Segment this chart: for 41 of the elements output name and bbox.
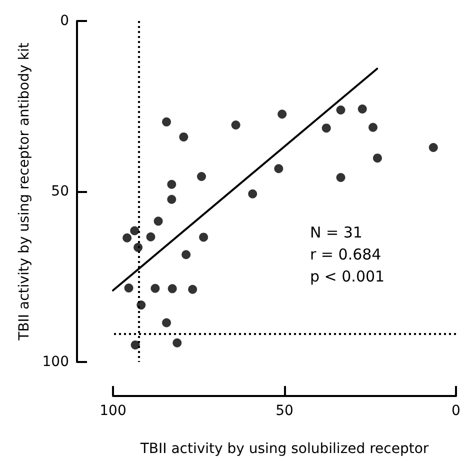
point <box>172 338 182 348</box>
point <box>162 318 172 328</box>
point <box>168 284 177 294</box>
point <box>130 226 140 236</box>
point <box>182 250 191 260</box>
annotation: r = 0.684 <box>310 246 382 264</box>
y-tick-label: 100 <box>42 354 69 370</box>
point <box>124 284 134 292</box>
y-tick-label: 50 <box>51 184 69 200</box>
point <box>162 117 172 126</box>
point <box>368 122 378 132</box>
point <box>197 172 206 181</box>
point <box>428 143 438 152</box>
point <box>231 120 240 130</box>
x-tick-label: 50 <box>276 403 294 419</box>
point <box>336 173 346 182</box>
point <box>199 232 208 242</box>
point <box>322 124 331 133</box>
point <box>122 233 132 242</box>
point <box>130 340 140 350</box>
y-axis-title: TBII activity by using receptor antibody kit <box>16 42 32 342</box>
point <box>274 164 284 174</box>
point <box>167 180 176 189</box>
x-axis-title: TBII activity by using solubilized receptor <box>139 441 429 457</box>
x-tick-label: 100 <box>100 403 126 419</box>
point <box>372 154 382 163</box>
point <box>278 110 287 119</box>
point <box>134 242 143 252</box>
point <box>179 132 188 142</box>
point <box>146 232 156 242</box>
annotation: N = 31 <box>310 224 362 242</box>
point <box>154 216 163 226</box>
point <box>167 194 176 204</box>
x-tick-label: 0 <box>452 403 460 419</box>
point <box>336 106 346 114</box>
annotation: p < 0.001 <box>310 268 385 286</box>
y-tick-label: 0 <box>60 13 69 29</box>
point <box>188 284 198 294</box>
point <box>150 284 160 293</box>
point <box>248 189 258 198</box>
point <box>358 104 367 114</box>
